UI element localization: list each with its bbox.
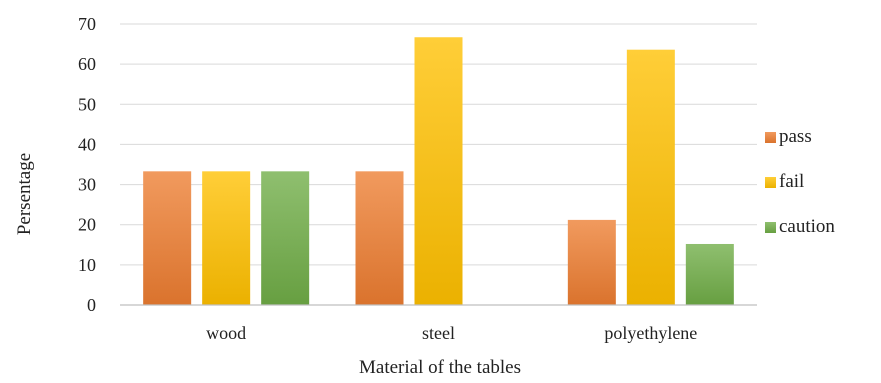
legend-label-caution: caution (779, 216, 835, 237)
x-axis-label: Material of the tables (359, 357, 521, 378)
legend-swatch-fail (765, 177, 776, 188)
y-tick-label: 20 (78, 215, 96, 235)
legend-swatch-pass (765, 132, 776, 143)
y-axis-label: Persentage (14, 153, 35, 235)
legend: pass fail caution (765, 126, 835, 237)
bars (143, 37, 734, 306)
bar-caution-wood (261, 171, 310, 305)
x-axis-ticks: wood steel polyethylene (206, 323, 697, 343)
bar-caution-polyethylene (685, 243, 734, 305)
legend-swatch-caution (765, 222, 776, 233)
bar-pass-wood (143, 171, 192, 305)
bar-fail-wood (202, 171, 251, 305)
y-axis-ticks: 0 10 20 30 40 50 60 70 (78, 14, 96, 315)
y-tick-label: 70 (78, 14, 96, 34)
legend-label-pass: pass (779, 126, 812, 147)
y-tick-label: 40 (78, 134, 96, 154)
y-tick-label: 60 (78, 54, 96, 74)
x-tick-label: wood (206, 323, 246, 343)
y-tick-label: 50 (78, 94, 96, 114)
x-tick-label: polyethylene (604, 323, 697, 343)
x-tick-label: steel (422, 323, 455, 343)
bar-pass-steel (355, 171, 404, 305)
y-tick-label: 30 (78, 175, 96, 195)
y-tick-label: 10 (78, 255, 96, 275)
bar-fail-steel (414, 37, 463, 306)
bar-fail-polyethylene (626, 49, 675, 305)
legend-label-fail: fail (779, 171, 804, 192)
y-tick-label: 0 (87, 295, 96, 315)
bar-pass-polyethylene (567, 219, 616, 305)
